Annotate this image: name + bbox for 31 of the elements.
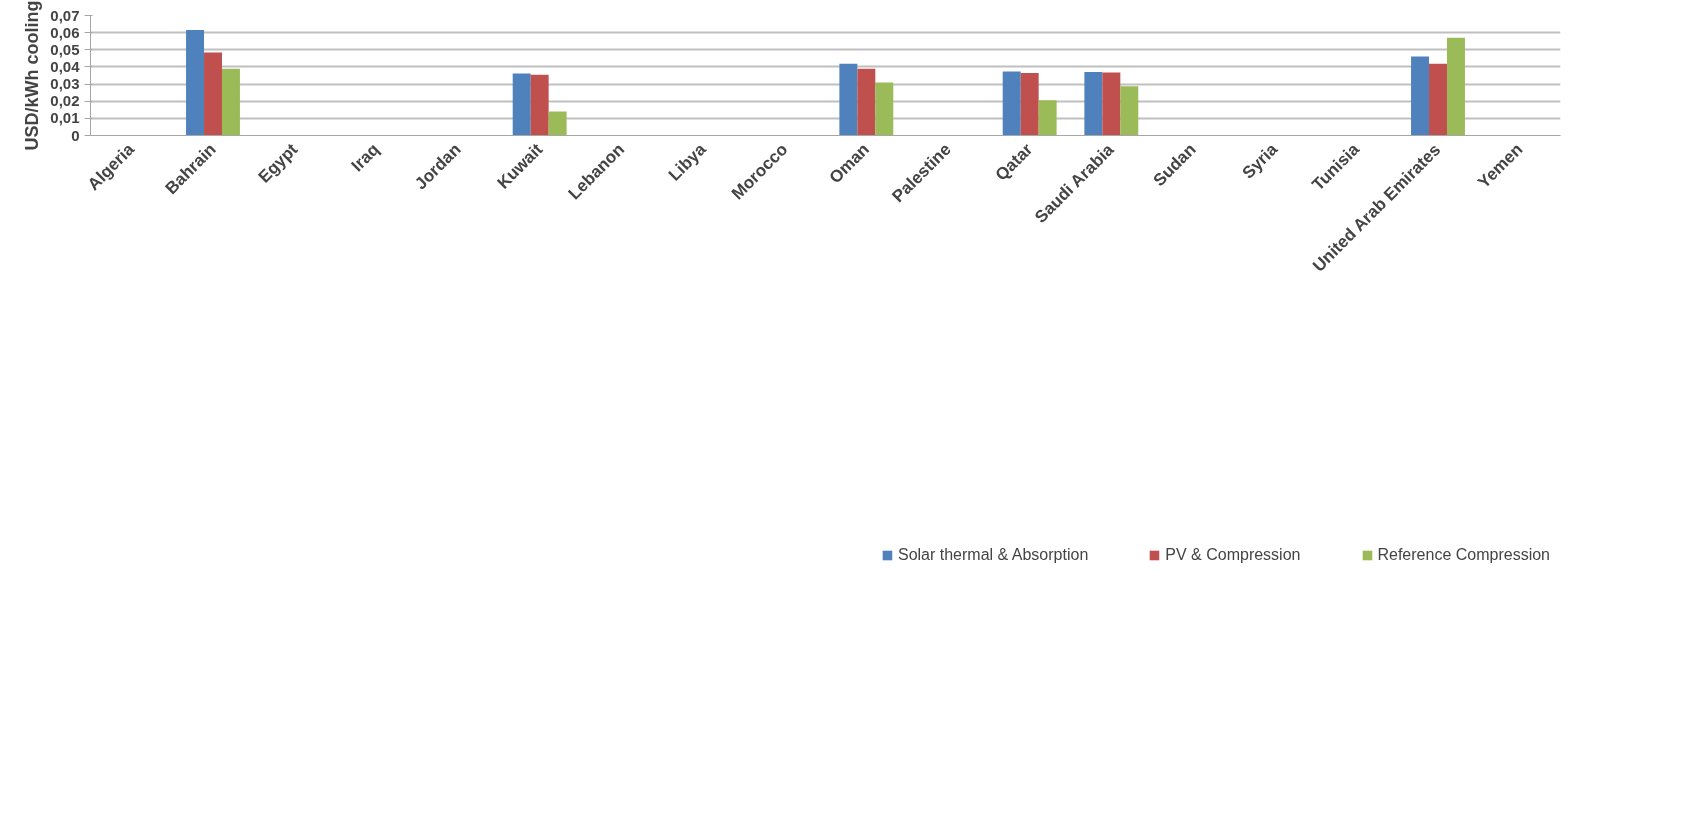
- bar: [548, 111, 567, 136]
- bar: [512, 73, 531, 136]
- bar: [1038, 100, 1057, 136]
- bar: [857, 68, 876, 136]
- bar: [1429, 63, 1447, 136]
- bar: [875, 82, 894, 136]
- y-tick-label: 0,06: [50, 23, 80, 41]
- bar: [839, 63, 858, 136]
- bar: [530, 74, 549, 136]
- y-tick-label: 0,01: [50, 109, 80, 127]
- y-tick-label: 0,07: [50, 6, 80, 24]
- bar: [1446, 37, 1465, 136]
- bar: [1002, 71, 1021, 136]
- y-tick-label: 0,02: [50, 92, 80, 110]
- y-tick-label: 0,03: [50, 75, 80, 93]
- bar: [1120, 86, 1139, 136]
- y-axis-title: USD/kWh cooling: [22, 0, 43, 151]
- x-tick-label: Iraq: [347, 139, 384, 176]
- bar: [1411, 56, 1430, 136]
- bar: [186, 30, 205, 136]
- legend-label: PV & Compression: [1165, 546, 1301, 564]
- y-tick-label: 0: [71, 126, 80, 144]
- bar: [1102, 72, 1121, 136]
- legend-label: Reference Compression: [1377, 546, 1550, 564]
- bar: [1084, 72, 1103, 136]
- bar: [1020, 73, 1039, 136]
- y-tick-label: 0,05: [50, 40, 80, 58]
- y-tick-label: 0,04: [50, 57, 81, 75]
- bar: [204, 52, 222, 136]
- bar: [221, 68, 240, 136]
- legend-label: Solar thermal & Absorption: [897, 546, 1089, 564]
